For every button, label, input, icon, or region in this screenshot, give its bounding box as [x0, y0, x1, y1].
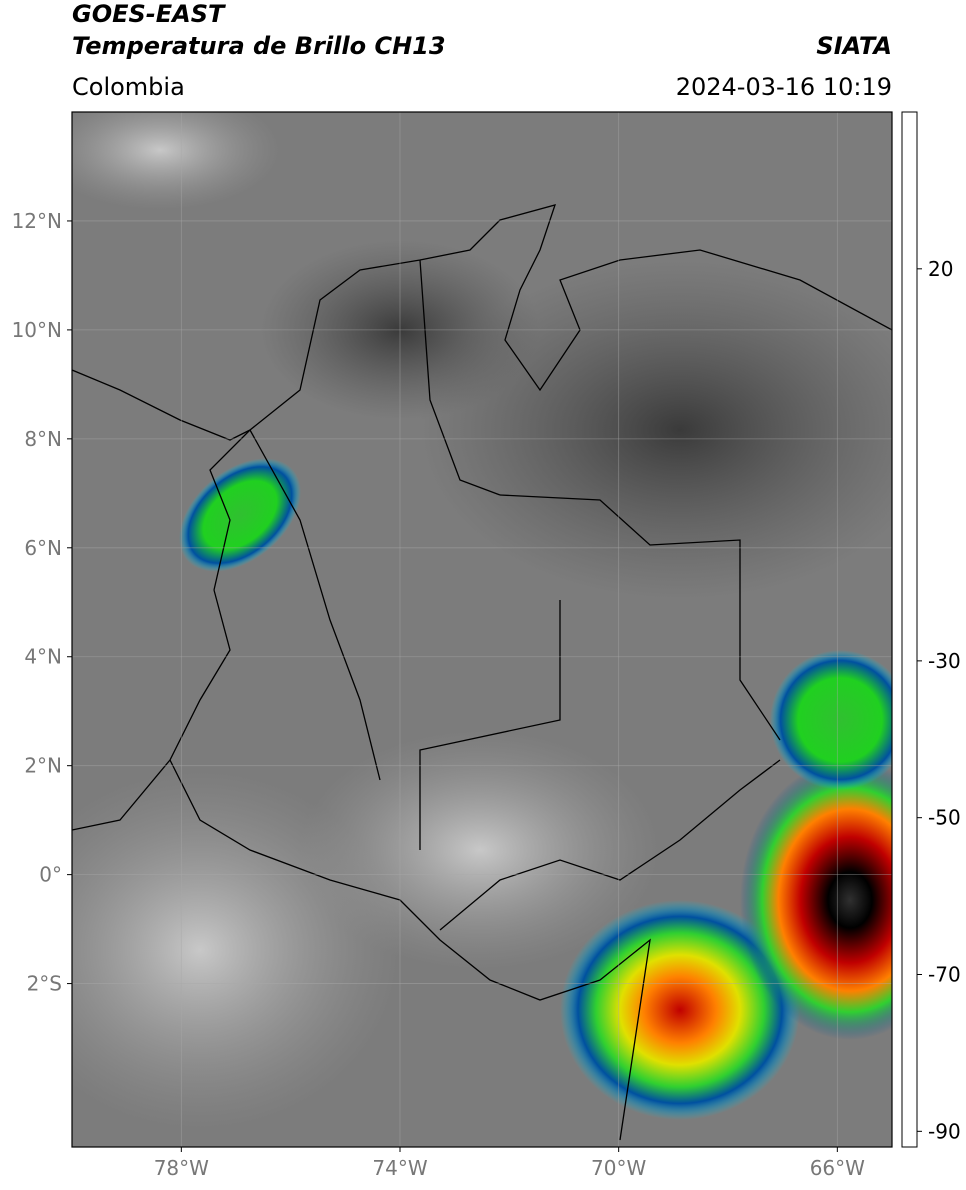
- satellite-image: [72, 112, 892, 1147]
- y-tick-label: 6°N: [24, 536, 62, 560]
- y-tick-label: 10°N: [12, 318, 62, 342]
- map-frame: [71, 111, 893, 1148]
- colorbar: [901, 111, 918, 1148]
- datetime: 2024-03-16 10:19: [676, 73, 892, 101]
- y-tick-label: 2°N: [24, 754, 62, 778]
- colorbar-tick-label: -90: [928, 1119, 961, 1143]
- graticule: [72, 112, 892, 1147]
- organization: SIATA: [816, 32, 892, 60]
- colorbar-tick-label: 20: [928, 257, 953, 281]
- colorbar-tick-label: -70: [928, 963, 961, 987]
- y-tick-label: 0°: [39, 863, 62, 887]
- product: Temperatura de Brillo CH13: [72, 32, 446, 60]
- colorbar-tick-label: -30: [928, 649, 961, 673]
- satellite: GOES-EAST: [72, 0, 226, 28]
- x-tick-label: 66°W: [810, 1156, 865, 1180]
- region: Colombia: [72, 73, 185, 101]
- x-tick-label: 78°W: [154, 1156, 209, 1180]
- colorbar-tick-label: -50: [928, 806, 961, 830]
- y-tick-label: 4°N: [24, 645, 62, 669]
- y-tick-label: 12°N: [12, 209, 62, 233]
- x-tick-label: 70°W: [591, 1156, 646, 1180]
- y-tick-label: 8°N: [24, 427, 62, 451]
- y-tick-label: 2°S: [27, 972, 62, 996]
- x-tick-label: 74°W: [372, 1156, 427, 1180]
